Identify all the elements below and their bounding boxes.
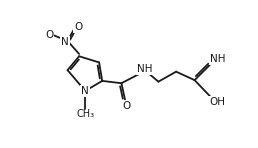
Text: O: O [123, 101, 131, 111]
Text: OH: OH [209, 98, 225, 107]
Text: NH: NH [137, 64, 152, 74]
Text: CH₃: CH₃ [77, 109, 95, 119]
Text: N: N [81, 86, 89, 96]
Text: NH: NH [210, 54, 225, 64]
Text: O: O [45, 30, 53, 40]
Text: N: N [61, 37, 69, 47]
Text: O: O [74, 22, 83, 32]
